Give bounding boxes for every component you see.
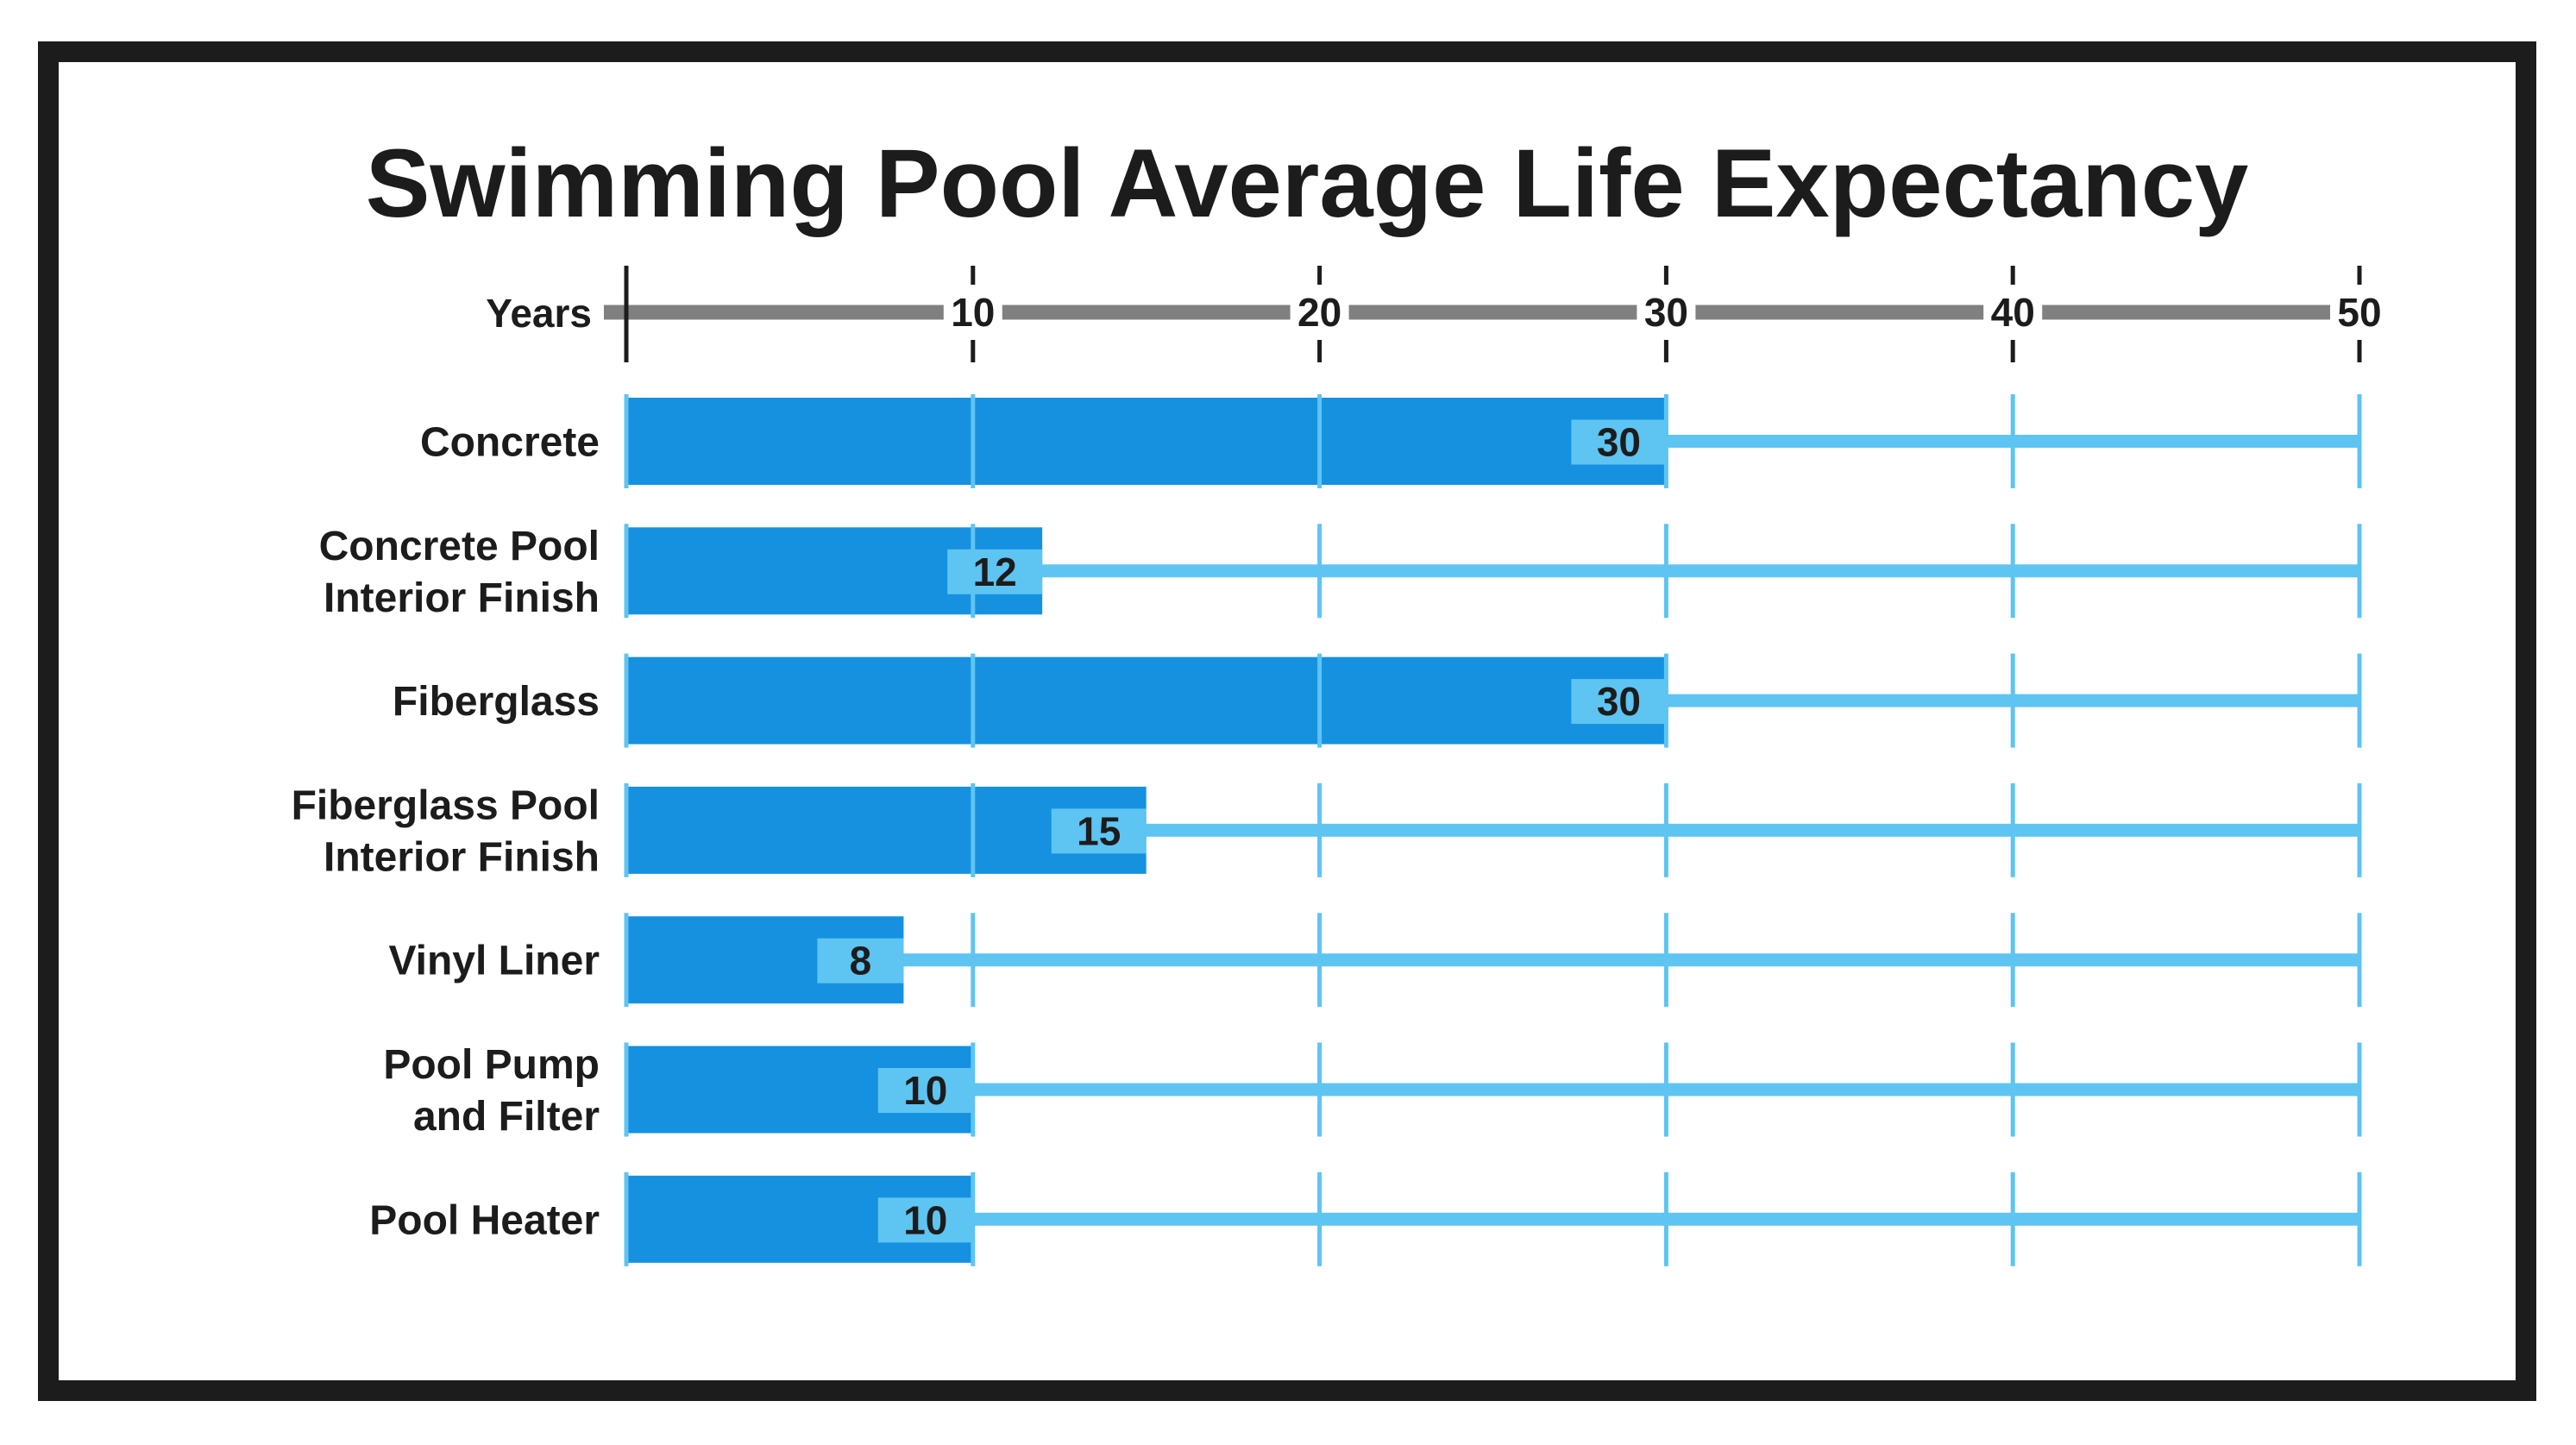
tick-label: 10 <box>951 290 995 335</box>
tick-label: 30 <box>1644 290 1688 335</box>
bar-row: Fiberglass 30 <box>393 653 2362 748</box>
data-label: 8 <box>850 939 872 983</box>
data-label-bg <box>1571 679 1667 725</box>
chart-frame <box>38 41 2536 1401</box>
bar-row: Fiberglass Pool Interior Finish 15 <box>292 782 2362 880</box>
data-label-bg <box>1051 808 1147 854</box>
bar <box>626 398 1667 485</box>
data-label-bg <box>877 1197 973 1243</box>
data-label: 15 <box>1077 808 1121 853</box>
data-label: 30 <box>1597 679 1641 724</box>
category-label: Concrete <box>420 420 600 466</box>
bar-row: Vinyl Liner 8 <box>388 913 2362 1008</box>
bar-row: Pool Pump and Filter 10 <box>383 1042 2362 1140</box>
category-label: Interior Finish <box>324 834 600 880</box>
bars: Concrete 30 Concrete Pool Interior Finish 12… <box>292 394 2362 1266</box>
tick-label: 50 <box>2337 290 2381 335</box>
category-label: and Filter <box>413 1094 600 1140</box>
data-label-bg <box>1571 419 1667 465</box>
category-label: Pool Heater <box>369 1197 600 1243</box>
data-label: 10 <box>903 1197 947 1242</box>
bar-row: Pool Heater 10 <box>369 1172 2362 1266</box>
category-label: Fiberglass Pool <box>292 782 600 828</box>
category-label: Concrete Pool <box>319 524 600 569</box>
data-label-bg <box>877 1068 973 1113</box>
tick-label-bg <box>1637 286 1696 338</box>
chart-title: Swimming Pool Average Life Expectancy <box>365 129 2249 237</box>
tick-label-bg <box>2330 286 2389 338</box>
bar <box>626 657 1667 744</box>
axis-label: Years <box>486 291 592 336</box>
years-axis: Years 10 20 30 40 50 <box>486 266 2389 362</box>
bar-row: Concrete 30 <box>420 394 2362 488</box>
bar-row: Concrete Pool Interior Finish 12 <box>319 524 2362 621</box>
category-label: Vinyl Liner <box>388 939 600 984</box>
category-label: Interior Finish <box>324 575 600 621</box>
tick-label-bg <box>943 286 1002 338</box>
category-label: Pool Pump <box>383 1042 600 1088</box>
tick-label-bg <box>1983 286 2043 338</box>
data-label-bg <box>947 549 1043 594</box>
data-label: 10 <box>903 1068 947 1113</box>
data-label-bg <box>817 938 904 983</box>
tick-label-bg <box>1290 286 1349 338</box>
tick-label: 40 <box>1991 290 2035 335</box>
data-label: 30 <box>1597 420 1641 465</box>
category-label: Fiberglass <box>393 679 600 725</box>
tick-label: 20 <box>1297 290 1341 335</box>
data-label: 12 <box>973 550 1017 594</box>
